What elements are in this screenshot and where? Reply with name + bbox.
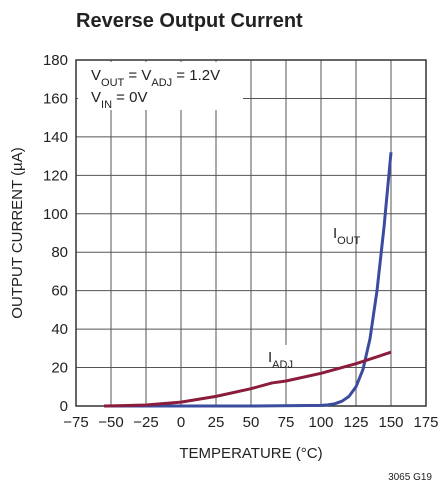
x-tick-label: 50 xyxy=(243,414,260,431)
x-tick-label: 175 xyxy=(413,414,438,431)
text-part: I xyxy=(333,225,337,242)
subscript: ADJ xyxy=(151,77,172,89)
x-tick-label: 25 xyxy=(208,414,225,431)
y-tick-label: 60 xyxy=(51,283,68,300)
text-part: V xyxy=(91,67,101,84)
y-tick-label: 120 xyxy=(43,167,68,184)
annotation: VOUT = VADJ = 1.2V xyxy=(91,67,220,89)
y-tick-label: 20 xyxy=(51,360,68,377)
y-tick-label: 140 xyxy=(43,129,68,146)
y-tick-label: 160 xyxy=(43,90,68,107)
subscript: OUT xyxy=(337,235,361,247)
x-tick-label: 125 xyxy=(343,414,368,431)
subscript: IN xyxy=(101,99,112,111)
annotation-bg xyxy=(78,62,243,110)
y-tick-label: 100 xyxy=(43,206,68,223)
subscript: ADJ xyxy=(272,359,293,371)
y-tick-label: 180 xyxy=(43,52,68,69)
x-axis-title: TEMPERATURE (°C) xyxy=(179,445,322,462)
text-part: = 0V xyxy=(112,89,147,106)
footnote: 3065 G19 xyxy=(388,472,432,483)
y-tick-label: 40 xyxy=(51,321,68,338)
chart-title: Reverse Output Current xyxy=(76,10,303,32)
y-axis-title: OUTPUT CURRENT (µA) xyxy=(9,147,26,318)
x-tick-label: 100 xyxy=(308,414,333,431)
subscript: OUT xyxy=(101,77,125,89)
series-label: IOUT xyxy=(333,225,361,247)
text-part: = V xyxy=(124,67,151,84)
x-tick-label: −50 xyxy=(98,414,123,431)
text-part: V xyxy=(91,89,101,106)
series-line xyxy=(104,152,393,408)
x-tick-label: 0 xyxy=(177,414,185,431)
y-tick-label: 0 xyxy=(60,398,68,415)
label-bg xyxy=(264,345,314,367)
text-part: I xyxy=(268,349,272,366)
x-tick-label: 150 xyxy=(378,414,403,431)
series-label: IADJ xyxy=(268,349,293,371)
x-tick-label: 75 xyxy=(278,414,295,431)
x-tick-label: −25 xyxy=(133,414,158,431)
series-line xyxy=(103,350,392,408)
y-tick-label: 80 xyxy=(51,244,68,261)
x-tick-label: −75 xyxy=(63,414,88,431)
text-part: = 1.2V xyxy=(172,67,220,84)
annotation: VIN = 0V xyxy=(91,89,147,111)
